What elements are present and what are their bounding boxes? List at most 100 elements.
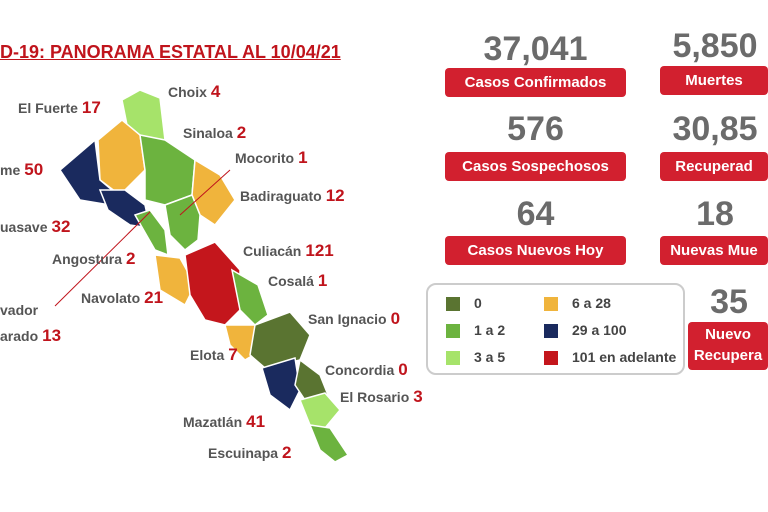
- legend-item: 1 a 2: [446, 322, 506, 339]
- stat-value: 18: [696, 195, 734, 233]
- region: [308, 424, 350, 463]
- municipality-count: 2: [126, 249, 136, 268]
- stat-label-line: Recupera: [693, 347, 763, 364]
- stat-label: Recuperad: [660, 152, 768, 181]
- region: [261, 357, 301, 412]
- municipality-count: 2: [236, 123, 247, 142]
- legend-swatch: [544, 297, 558, 312]
- municipality-count: 32: [51, 217, 71, 236]
- municipality-count: 41: [246, 412, 266, 431]
- municipality-count: 0: [390, 309, 401, 328]
- legend-label: 3 a 5: [474, 349, 506, 365]
- municipality-name: Cosalá: [268, 273, 314, 289]
- municipality-name: Concordia: [325, 362, 395, 378]
- map: [54, 89, 350, 463]
- stat-label-line: Casos Nuevos Hoy: [467, 242, 604, 259]
- legend-item: 6 a 28: [544, 295, 611, 312]
- stat-value: 576: [507, 110, 564, 148]
- stat-label: Casos Sospechosos: [445, 152, 626, 181]
- legend: 0 1 a 2 3 a 5 6 a 28 29 a 100 101 en adelante: [426, 283, 685, 375]
- stat-label: Muertes: [660, 66, 768, 95]
- municipality-count: 17: [81, 98, 101, 117]
- stat-label: Nuevo Recupera: [688, 322, 768, 370]
- municipality-label: El Fuerte 17: [18, 98, 101, 118]
- municipality-count: 0: [398, 360, 408, 379]
- municipality-count: 13: [42, 326, 62, 345]
- municipality-name: Culiacán: [243, 243, 302, 259]
- municipality-label: Mocorito 1: [235, 148, 308, 168]
- region: [133, 209, 169, 257]
- municipality-count: 121: [305, 241, 334, 260]
- legend-item: 29 a 100: [544, 322, 627, 339]
- stat-label-line: Nuevo: [705, 326, 751, 343]
- municipality-name: Navolato: [81, 290, 141, 306]
- municipality-label: Cosalá 1: [268, 271, 327, 291]
- legend-item: 0: [446, 295, 482, 312]
- municipality-name: Escuinapa: [208, 445, 279, 461]
- municipality-name: uasave: [0, 219, 48, 235]
- municipality-count: 21: [144, 288, 164, 307]
- stat-label: Casos Confirmados: [445, 68, 626, 97]
- municipality-label: Culiacán 121: [243, 241, 334, 261]
- stat-label-line: Muertes: [685, 72, 743, 89]
- legend-item: 3 a 5: [446, 349, 506, 366]
- municipality-label: Badiraguato 12: [240, 186, 345, 206]
- municipality-count: 12: [325, 186, 345, 205]
- municipality-label: Angostura 2: [52, 249, 135, 269]
- municipality-name: Mocorito: [235, 150, 295, 166]
- stat-label-line: Recuperad: [675, 158, 753, 175]
- municipality-label: San Ignacio 0: [308, 309, 400, 329]
- municipality-name: Sinaloa: [183, 125, 233, 141]
- municipality-name: Badiraguato: [240, 188, 322, 204]
- municipality-label: Choix 4: [168, 82, 220, 102]
- region: [184, 241, 241, 326]
- municipality-count: 3: [413, 387, 423, 406]
- pointer: [54, 211, 151, 307]
- legend-swatch: [446, 351, 460, 366]
- stat-value: 35: [710, 283, 748, 321]
- municipality-name: me: [0, 162, 21, 178]
- municipality-name: vador: [0, 302, 39, 318]
- municipality-name: Elota: [190, 347, 225, 363]
- municipality-label: uasave 32: [0, 217, 70, 237]
- legend-swatch: [544, 324, 558, 339]
- municipality-count: 4: [210, 82, 221, 101]
- legend-label: 101 en adelante: [572, 349, 677, 365]
- legend-label: 0: [474, 295, 482, 311]
- municipality-label: Navolato 21: [81, 288, 163, 308]
- municipality-count: 1: [317, 271, 328, 290]
- stat-label-line: Casos Sospechosos: [462, 158, 609, 175]
- legend-label: 1 a 2: [474, 322, 506, 338]
- region: [139, 134, 196, 206]
- legend-label: 29 a 100: [572, 322, 627, 338]
- municipality-label: Concordia 0: [325, 360, 408, 380]
- municipality-count: 7: [228, 345, 238, 364]
- region: [298, 392, 341, 429]
- municipality-label: arado 13: [0, 326, 61, 346]
- stat-value: 5,850: [672, 27, 758, 65]
- legend-label: 6 a 28: [572, 295, 611, 311]
- stat-label: Casos Nuevos Hoy: [445, 236, 626, 265]
- municipality-name: Mazatlán: [183, 414, 243, 430]
- legend-swatch: [446, 297, 460, 312]
- stat-value: 30,85: [672, 110, 758, 148]
- municipality-label: El Rosario 3: [340, 387, 423, 407]
- municipality-name: El Rosario: [340, 389, 410, 405]
- municipality-name: arado: [0, 328, 39, 344]
- legend-swatch: [446, 324, 460, 339]
- title: D-19: PANORAMA ESTATAL AL 10/04/21: [0, 42, 341, 62]
- municipality-count: 2: [282, 443, 292, 462]
- region: [230, 268, 269, 326]
- stat-label: Nuevas Mue: [660, 236, 768, 265]
- municipality-label: me 50: [0, 160, 43, 180]
- stat-value: 64: [516, 195, 555, 233]
- legend-item: 101 en adelante: [544, 349, 677, 366]
- municipality-label: Mazatlán 41: [183, 412, 265, 432]
- pointer: [179, 169, 231, 216]
- municipality-name: Choix: [168, 84, 207, 100]
- municipality-label: Elota 7: [190, 345, 238, 365]
- stat-value: 37,041: [483, 30, 588, 68]
- municipality-name: Angostura: [52, 251, 122, 267]
- municipality-name: El Fuerte: [18, 100, 78, 116]
